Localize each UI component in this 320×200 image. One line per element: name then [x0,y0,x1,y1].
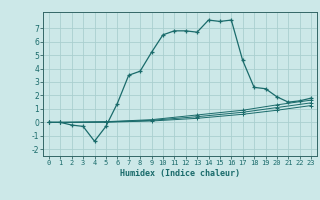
X-axis label: Humidex (Indice chaleur): Humidex (Indice chaleur) [120,169,240,178]
